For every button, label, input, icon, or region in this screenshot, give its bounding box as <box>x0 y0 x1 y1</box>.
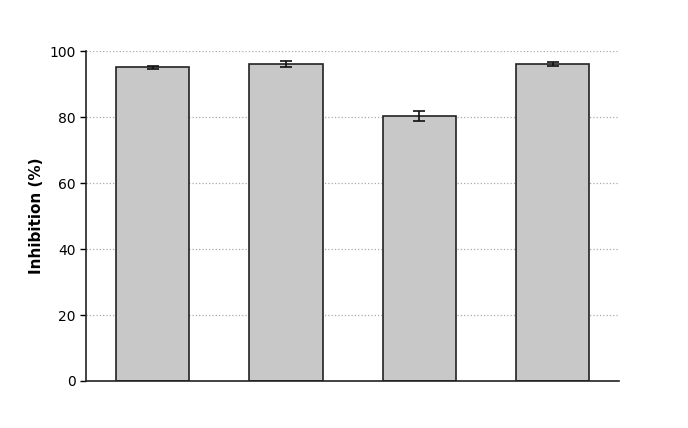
Y-axis label: Inhibition (%): Inhibition (%) <box>29 158 43 274</box>
Bar <box>116 67 189 381</box>
Bar <box>249 64 323 381</box>
Bar <box>383 116 456 381</box>
Bar <box>516 64 589 381</box>
